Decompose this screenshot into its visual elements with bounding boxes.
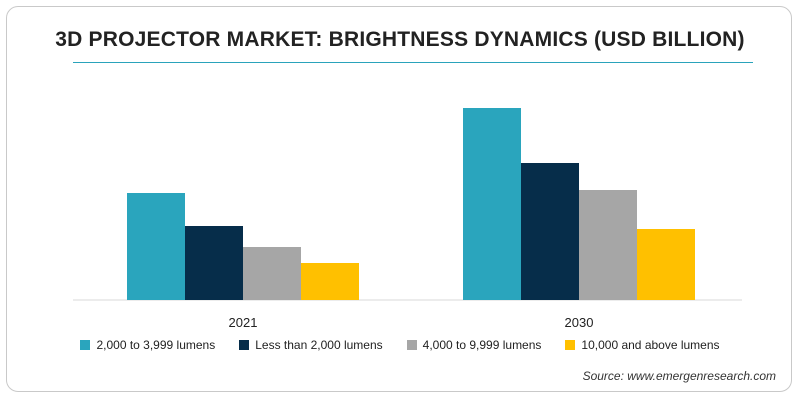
legend-item-2: 4,000 to 9,999 lumens <box>406 338 542 352</box>
legend-label: Less than 2,000 lumens <box>255 338 383 352</box>
bar-2021-series-0 <box>127 193 185 300</box>
legend-swatch <box>80 340 91 350</box>
legend: 2,000 to 3,999 lumens Less than 2,000 lum… <box>0 338 800 352</box>
legend-swatch <box>406 340 417 350</box>
legend-item-1: Less than 2,000 lumens <box>239 338 383 352</box>
bar-2021-series-1 <box>185 226 243 300</box>
bar-2030-series-0 <box>463 108 521 300</box>
x-tick-label-2030: 2030 <box>565 315 594 330</box>
chart-title: 3D PROJECTOR MARKET: BRIGHTNESS DYNAMICS… <box>55 28 745 51</box>
bar-2021-series-3 <box>301 263 359 300</box>
x-tick-label-2021: 2021 <box>229 315 258 330</box>
legend-item-0: 2,000 to 3,999 lumens <box>80 338 215 352</box>
legend-swatch <box>565 340 576 350</box>
bar-2021-series-2 <box>243 247 301 300</box>
legend-label: 10,000 and above lumens <box>581 338 720 352</box>
legend-label: 4,000 to 9,999 lumens <box>422 338 542 352</box>
title-underline <box>73 62 753 63</box>
bar-2030-series-1 <box>521 163 579 300</box>
legend-item-3: 10,000 and above lumens <box>565 338 720 352</box>
source-note: Source: www.emergenresearch.com <box>582 369 776 383</box>
legend-swatch <box>239 340 250 350</box>
bar-2030-series-3 <box>637 229 695 300</box>
legend-label: 2,000 to 3,999 lumens <box>96 338 216 352</box>
bar-2030-series-2 <box>579 190 637 300</box>
